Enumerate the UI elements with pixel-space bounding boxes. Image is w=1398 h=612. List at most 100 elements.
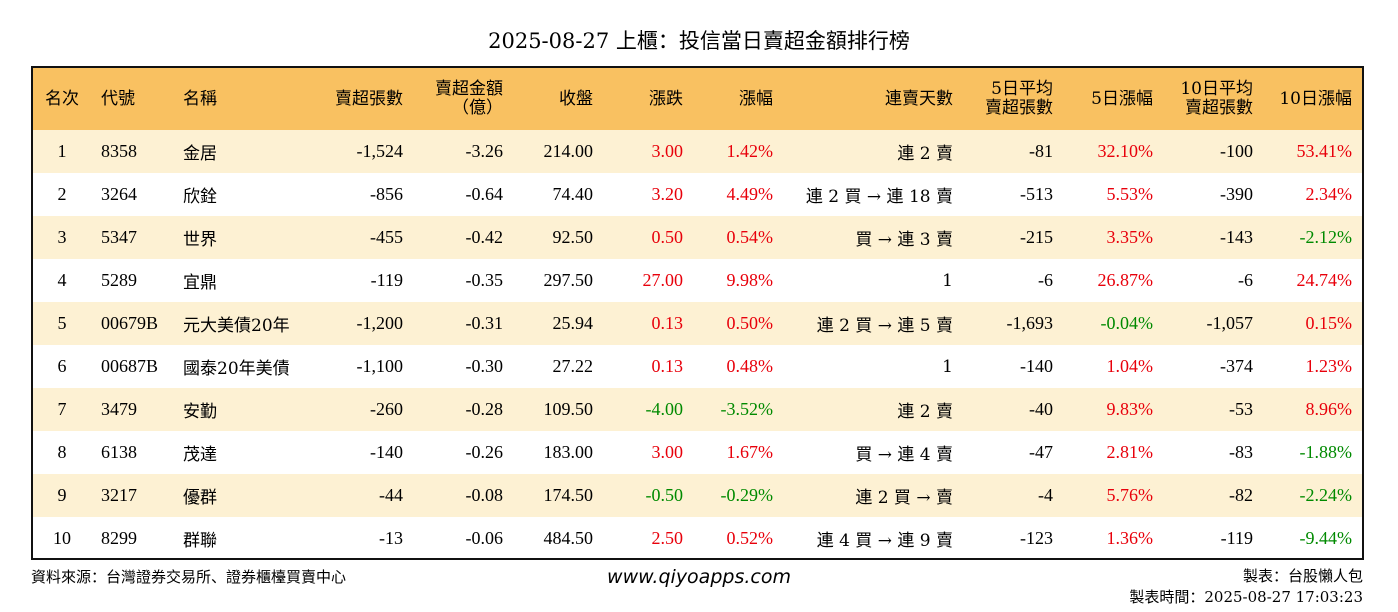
column-header-line: 賣超張數: [1185, 98, 1253, 118]
table-row: 10 8299 群聯 -13 -0.06 484.50 2.50 0.52% 連 4 買 → 連…: [33, 517, 1362, 558]
table-row: 8 6138 茂達 -140 -0.26 183.00 3.00 1.67% 買 → 連 4 賣…: [33, 431, 1362, 474]
cell-pct5: -0.04%: [1100, 313, 1154, 333]
cell-pct5: 5.76%: [1106, 485, 1154, 505]
column-header-line: 名稱: [183, 88, 217, 109]
cell-sell-amount: -0.26: [465, 442, 504, 462]
cell-close: 297.50: [543, 270, 594, 290]
cell-sell-lots: -260: [370, 399, 403, 419]
column-header-line: 連賣天數: [885, 88, 953, 109]
cell-pct5: 1.04%: [1106, 356, 1154, 376]
cell-close: 109.50: [543, 399, 594, 419]
cell-pct5: 1.36%: [1106, 528, 1154, 548]
cell-avg5: -40: [1029, 399, 1053, 419]
cell-pct10: 53.41%: [1296, 141, 1353, 161]
cell-pct10: 1.23%: [1305, 356, 1353, 376]
column-header-line: 5日平均: [991, 79, 1053, 99]
cell-sell-lots: -856: [370, 184, 403, 204]
cell-change: 3.20: [651, 184, 684, 204]
cell-rank: 5: [57, 313, 67, 333]
cell-sell-lots: -44: [379, 485, 403, 505]
cell-streak: 買 → 連 3 賣: [855, 230, 953, 250]
column-header-close: 收盤: [513, 68, 603, 130]
column-header-avg10: 10日平均 賣超張數: [1163, 68, 1263, 130]
cell-pct10: 2.34%: [1305, 184, 1353, 204]
cell-sell-amount: -0.31: [465, 313, 504, 333]
cell-avg5: -140: [1020, 356, 1053, 376]
cell-change: 27.00: [642, 270, 684, 290]
cell-name: 宜鼎: [183, 273, 217, 293]
cell-sell-amount: -0.06: [465, 528, 504, 548]
table-row: 5 00679B 元大美債20年 -1,200 -0.31 25.94 0.13 0.50% 連…: [33, 302, 1362, 345]
cell-code: 00687B: [101, 356, 159, 376]
table-row: 7 3479 安勤 -260 -0.28 109.50 -4.00 -3.52% 連 2 賣 -4…: [33, 388, 1362, 431]
cell-pct5: 5.53%: [1106, 184, 1154, 204]
cell-code: 3479: [101, 399, 137, 419]
cell-sell-lots: -140: [370, 442, 403, 462]
author-note: 製表：台股懶人包: [1242, 567, 1363, 585]
cell-pct: 0.48%: [726, 356, 774, 376]
cell-sell-amount: -0.08: [465, 485, 504, 505]
cell-change: 0.50: [651, 227, 684, 247]
cell-name: 茂達: [183, 445, 217, 465]
column-header-sell-amount: 賣超金額 （億）: [413, 68, 513, 130]
cell-streak: 1: [942, 356, 953, 377]
cell-pct: 0.50%: [726, 313, 774, 333]
column-header-line: 賣超金額: [435, 79, 503, 99]
cell-close: 74.40: [552, 184, 594, 204]
table-row: 6 00687B 國泰20年美債 -1,100 -0.30 27.22 0.13 0.48% 1…: [33, 345, 1362, 388]
column-header-sell-lots: 賣超張數: [319, 68, 413, 130]
cell-name: 欣銓: [183, 187, 217, 207]
cell-sell-lots: -455: [370, 227, 403, 247]
cell-pct10: -2.12%: [1299, 227, 1353, 247]
cell-sell-amount: -0.30: [465, 356, 504, 376]
cell-name: 群聯: [183, 531, 217, 551]
cell-streak: 連 2 買 → 連 18 賣: [805, 187, 953, 207]
column-header-line: 漲幅: [739, 88, 773, 109]
cell-avg5: -6: [1038, 270, 1053, 290]
cell-streak: 連 4 買 → 連 9 賣: [816, 531, 953, 551]
cell-avg5: -47: [1029, 442, 1053, 462]
cell-pct: -0.29%: [720, 485, 774, 505]
cell-streak: 連 2 賣: [897, 402, 953, 422]
cell-name: 世界: [183, 230, 217, 250]
cell-name: 安勤: [183, 402, 217, 422]
cell-streak: 連 2 賣: [897, 144, 953, 164]
column-header-line: 漲跌: [649, 88, 683, 109]
cell-pct10: 0.15%: [1305, 313, 1353, 333]
ranking-table-frame: 名次 代號 名稱 賣超張數 賣超金額 （億） 收盤 漲跌 漲幅 連賣天數 5日平均 賣超張數 5日漲幅 1…: [31, 66, 1364, 560]
cell-pct10: -1.88%: [1299, 442, 1353, 462]
cell-sell-lots: -1,524: [356, 141, 404, 161]
cell-pct: -3.52%: [720, 399, 774, 419]
cell-sell-amount: -0.42: [465, 227, 504, 247]
cell-change: 2.50: [651, 528, 684, 548]
cell-pct10: 24.74%: [1296, 270, 1353, 290]
column-header-line: 10日平均: [1180, 79, 1253, 99]
column-header-pct10: 10日漲幅: [1263, 68, 1362, 130]
cell-pct10: 8.96%: [1305, 399, 1353, 419]
table-header-row: 名次 代號 名稱 賣超張數 賣超金額 （億） 收盤 漲跌 漲幅 連賣天數 5日平均 賣超張數 5日漲幅 1…: [33, 68, 1362, 130]
cell-avg10: -82: [1229, 485, 1253, 505]
cell-close: 27.22: [552, 356, 594, 376]
cell-change: 3.00: [651, 141, 684, 161]
cell-avg10: -53: [1229, 399, 1253, 419]
cell-avg10: -6: [1238, 270, 1253, 290]
cell-close: 92.50: [552, 227, 594, 247]
cell-code: 00679B: [101, 313, 159, 333]
cell-avg10: -143: [1220, 227, 1253, 247]
website-link[interactable]: www.qiyoapps.com: [607, 566, 791, 588]
cell-avg5: -123: [1020, 528, 1053, 548]
cell-pct: 1.42%: [726, 141, 774, 161]
cell-streak: 1: [942, 270, 953, 291]
cell-sell-amount: -0.35: [465, 270, 504, 290]
cell-change: 3.00: [651, 442, 684, 462]
column-header-pct5: 5日漲幅: [1063, 68, 1163, 130]
cell-pct5: 2.81%: [1106, 442, 1154, 462]
cell-avg5: -81: [1029, 141, 1053, 161]
cell-close: 174.50: [543, 485, 594, 505]
table-row: 9 3217 優群 -44 -0.08 174.50 -0.50 -0.29% 連 2 買 → …: [33, 474, 1362, 517]
cell-pct: 0.54%: [726, 227, 774, 247]
column-header-code: 代號: [95, 68, 177, 130]
cell-pct10: -9.44%: [1299, 528, 1353, 548]
table-row: 4 5289 宜鼎 -119 -0.35 297.50 27.00 9.98% 1 -6 26.87…: [33, 259, 1362, 302]
column-header-line: 代號: [101, 88, 135, 109]
